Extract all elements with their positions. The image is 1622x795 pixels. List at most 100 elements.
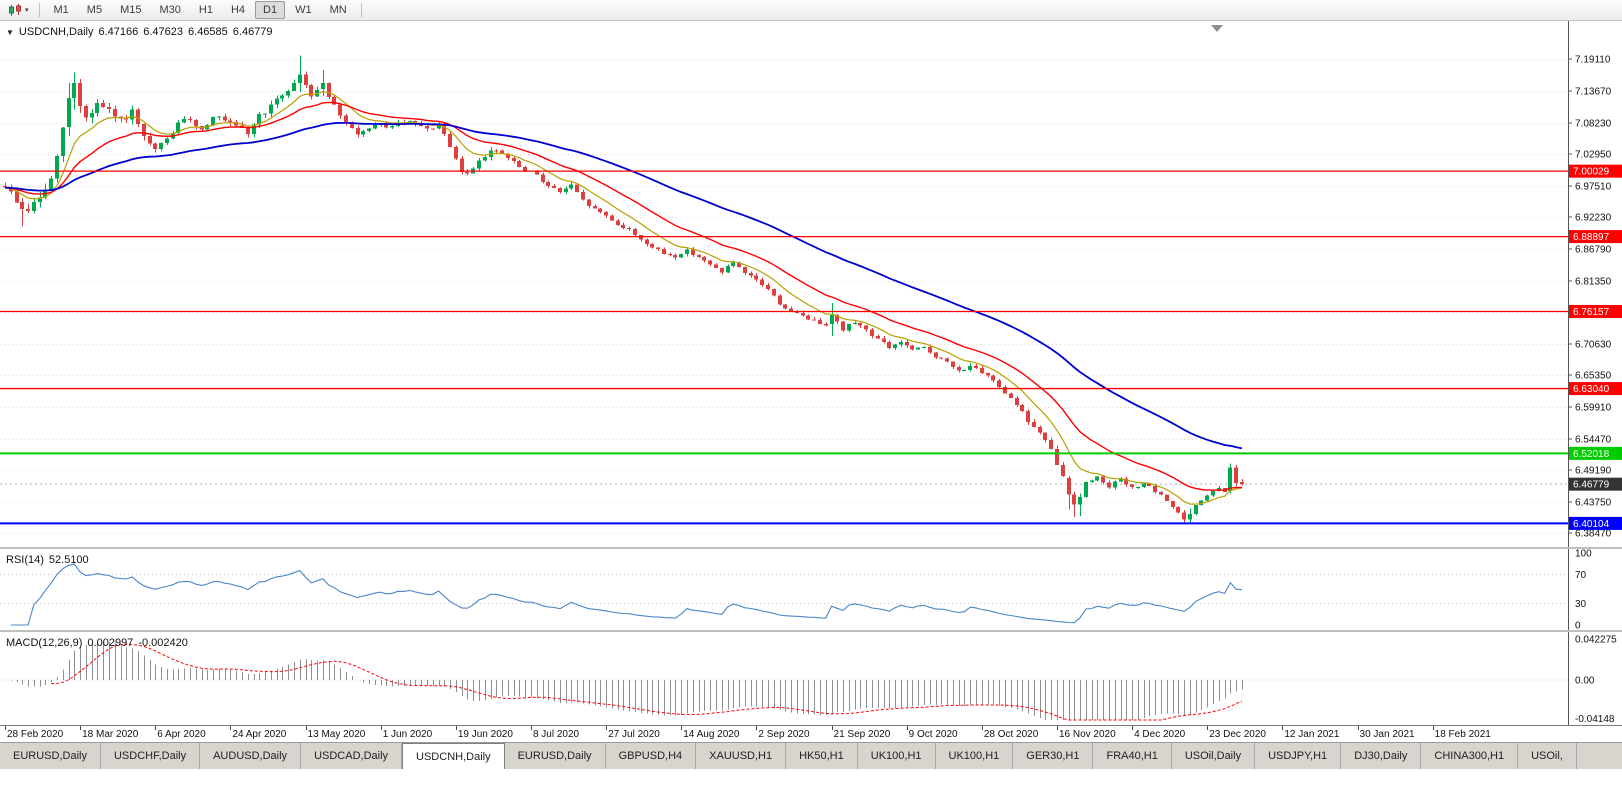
rsi-axis-label: 30 bbox=[1575, 599, 1587, 610]
svg-text:6.49190: 6.49190 bbox=[1575, 465, 1612, 476]
ma-slow-line bbox=[4, 122, 1243, 450]
rsi-indicator-panel[interactable]: 100 70 30 0 RSI(14) 52.5100 bbox=[0, 547, 1622, 630]
level-price-tag-6.63040: 6.63040 bbox=[1569, 382, 1622, 396]
timeframe-button-m5[interactable]: M5 bbox=[86, 4, 103, 16]
timeframes-toolbar: ▾ M1 M5 M15 M30 H1 H4 D1 W1 MN bbox=[0, 0, 1622, 21]
chart-tab-eurusd-daily[interactable]: EURUSD,Daily bbox=[505, 743, 606, 769]
svg-text:7.13670: 7.13670 bbox=[1575, 86, 1612, 97]
chart-tab-xauusd-h1[interactable]: XAUUSD,H1 bbox=[696, 743, 787, 769]
chart-tab-uk100-h1[interactable]: UK100,H1 bbox=[936, 743, 1014, 769]
timeframe-button-m15[interactable]: M15 bbox=[120, 4, 142, 16]
svg-text:6.46779: 6.46779 bbox=[1573, 480, 1610, 491]
chevron-down-icon[interactable]: ▾ bbox=[25, 6, 29, 14]
svg-text:6.63040: 6.63040 bbox=[1573, 384, 1610, 395]
chart-tab-usoil-daily[interactable]: USOil,Daily bbox=[1172, 743, 1256, 769]
status-bar bbox=[0, 769, 1622, 795]
time-axis-label: 23 Dec 2020 bbox=[1209, 729, 1266, 740]
candlestick-series bbox=[3, 55, 1244, 524]
time-axis-label: 9 Oct 2020 bbox=[908, 729, 958, 740]
timeframe-button-m30[interactable]: M30 bbox=[159, 4, 181, 16]
chart-type-button[interactable]: ▾ bbox=[4, 2, 33, 19]
macd-header: MACD(12,26,9) 0.002997 -0.002420 bbox=[6, 637, 193, 649]
chart-tab-gbpusd-h4[interactable]: GBPUSD,H4 bbox=[606, 743, 697, 769]
time-axis-label: 24 Apr 2020 bbox=[232, 729, 287, 740]
svg-text:6.54470: 6.54470 bbox=[1575, 434, 1612, 445]
time-axis-tick bbox=[1357, 726, 1359, 730]
svg-text:6.65350: 6.65350 bbox=[1575, 371, 1612, 382]
chart-tab-usdcnh-daily[interactable]: USDCNH,Daily bbox=[402, 743, 505, 769]
chart-shift-marker[interactable] bbox=[1211, 25, 1223, 32]
time-axis-label: 30 Jan 2021 bbox=[1359, 729, 1415, 740]
timeframe-button-w1[interactable]: W1 bbox=[295, 4, 312, 16]
time-axis-tick bbox=[756, 726, 758, 730]
time-axis-tick bbox=[530, 726, 532, 730]
time-axis-tick bbox=[1432, 726, 1434, 730]
macd-indicator-panel[interactable]: 0.042275 0.00 -0.04148 MACD(12,26,9) 0.0029… bbox=[0, 630, 1622, 725]
chart-tab-eurusd-daily[interactable]: EURUSD,Daily bbox=[0, 743, 101, 769]
timeframe-button-h1[interactable]: H1 bbox=[198, 4, 213, 16]
time-axis[interactable]: 28 Feb 2020 18 Mar 2020 6 Apr 2020 24 Apr 2… bbox=[0, 725, 1622, 742]
chart-tab-ger30-h1[interactable]: GER30,H1 bbox=[1013, 743, 1094, 769]
svg-text:6.70630: 6.70630 bbox=[1575, 339, 1612, 350]
chart-tab-usoil-[interactable]: USOil, bbox=[1518, 743, 1577, 769]
timeframe-button-h4[interactable]: H4 bbox=[230, 4, 246, 16]
time-axis-tick bbox=[1207, 726, 1209, 730]
time-axis-label: 19 Jun 2020 bbox=[457, 729, 513, 740]
chart-open-value: 6.47166 bbox=[98, 26, 139, 38]
chart-tab-usdjpy-h1[interactable]: USDJPY,H1 bbox=[1255, 743, 1342, 769]
time-axis-tick bbox=[1282, 726, 1284, 730]
macd-canvas[interactable]: 0.042275 0.00 -0.04148 bbox=[0, 632, 1622, 725]
chart-tab-china300-h1[interactable]: CHINA300,H1 bbox=[1421, 743, 1519, 769]
chart-tab-usdcad-daily[interactable]: USDCAD,Daily bbox=[301, 743, 403, 769]
time-axis-tick bbox=[380, 726, 382, 730]
svg-text:6.59910: 6.59910 bbox=[1575, 402, 1612, 413]
time-axis-tick bbox=[981, 726, 983, 730]
time-axis-tick bbox=[230, 726, 232, 730]
svg-text:7.08230: 7.08230 bbox=[1575, 118, 1612, 129]
rsi-value: 52.5100 bbox=[48, 554, 89, 566]
svg-text:7.02950: 7.02950 bbox=[1575, 149, 1612, 160]
time-axis-label: 12 Jan 2021 bbox=[1284, 729, 1340, 740]
chart-ohlc-header: ▼ USDCNH,Daily 6.47166 6.47623 6.46585 6.4677… bbox=[6, 26, 278, 38]
macd-axis-label: 0.00 bbox=[1575, 675, 1595, 686]
svg-text:6.92230: 6.92230 bbox=[1575, 213, 1612, 224]
timeframe-button-d1[interactable]: D1 bbox=[255, 1, 286, 19]
chart-tab-audusd-daily[interactable]: AUDUSD,Daily bbox=[200, 743, 302, 769]
chart-tab-usdchf-daily[interactable]: USDCHF,Daily bbox=[101, 743, 201, 769]
chart-high-value: 6.47623 bbox=[143, 26, 184, 38]
level-price-tag-6.52018: 6.52018 bbox=[1569, 446, 1622, 460]
time-axis-label: 14 Aug 2020 bbox=[683, 729, 740, 740]
svg-text:6.88897: 6.88897 bbox=[1573, 232, 1610, 243]
price-chart-canvas[interactable]: 7.19110 7.13670 7.08230 7.02950 6.97510 6.922… bbox=[0, 21, 1622, 547]
timeframe-buttons-group: M1 M5 M15 M30 H1 H4 D1 W1 MN bbox=[46, 1, 355, 19]
chart-tab-hk50-h1[interactable]: HK50,H1 bbox=[786, 743, 858, 769]
time-axis-label: 16 Nov 2020 bbox=[1058, 729, 1116, 740]
time-axis-tick bbox=[681, 726, 683, 730]
time-axis-label: 21 Sep 2020 bbox=[833, 729, 891, 740]
time-axis-label: 4 Dec 2020 bbox=[1134, 729, 1186, 740]
time-axis-label: 2 Sep 2020 bbox=[758, 729, 810, 740]
rsi-axis-label: 100 bbox=[1575, 549, 1592, 560]
main-chart-panel[interactable]: 7.19110 7.13670 7.08230 7.02950 6.97510 6.922… bbox=[0, 21, 1622, 547]
time-axis-tick bbox=[455, 726, 457, 730]
chart-tab-fra40-h1[interactable]: FRA40,H1 bbox=[1093, 743, 1172, 769]
rsi-canvas[interactable]: 100 70 30 0 bbox=[0, 549, 1622, 630]
chart-symbol-label: USDCNH,Daily bbox=[18, 26, 94, 38]
chart-tab-uk100-h1[interactable]: UK100,H1 bbox=[858, 743, 936, 769]
time-axis-tick bbox=[5, 726, 6, 730]
price-axis-labels: 7.19110 7.13670 7.08230 7.02950 6.97510 6.922… bbox=[1568, 55, 1612, 540]
time-axis-tick bbox=[1132, 726, 1134, 730]
chart-close-value: 6.46779 bbox=[232, 26, 273, 38]
svg-text:6.86790: 6.86790 bbox=[1575, 244, 1612, 255]
time-axis-label: 18 Feb 2021 bbox=[1434, 729, 1491, 740]
timeframe-button-m1[interactable]: M1 bbox=[53, 4, 69, 16]
collapse-triangle-icon[interactable]: ▼ bbox=[6, 28, 14, 37]
timeframe-button-mn[interactable]: MN bbox=[329, 4, 347, 16]
macd-name-label: MACD(12,26,9) bbox=[6, 637, 83, 649]
time-axis-tick bbox=[831, 726, 833, 730]
rsi-axis-label: 70 bbox=[1575, 570, 1587, 581]
svg-text:6.40104: 6.40104 bbox=[1573, 519, 1610, 530]
level-price-tag-6.76157: 6.76157 bbox=[1569, 304, 1622, 318]
chart-tab-dj30-daily[interactable]: DJ30,Daily bbox=[1341, 743, 1422, 769]
macd-histogram bbox=[11, 641, 1243, 720]
